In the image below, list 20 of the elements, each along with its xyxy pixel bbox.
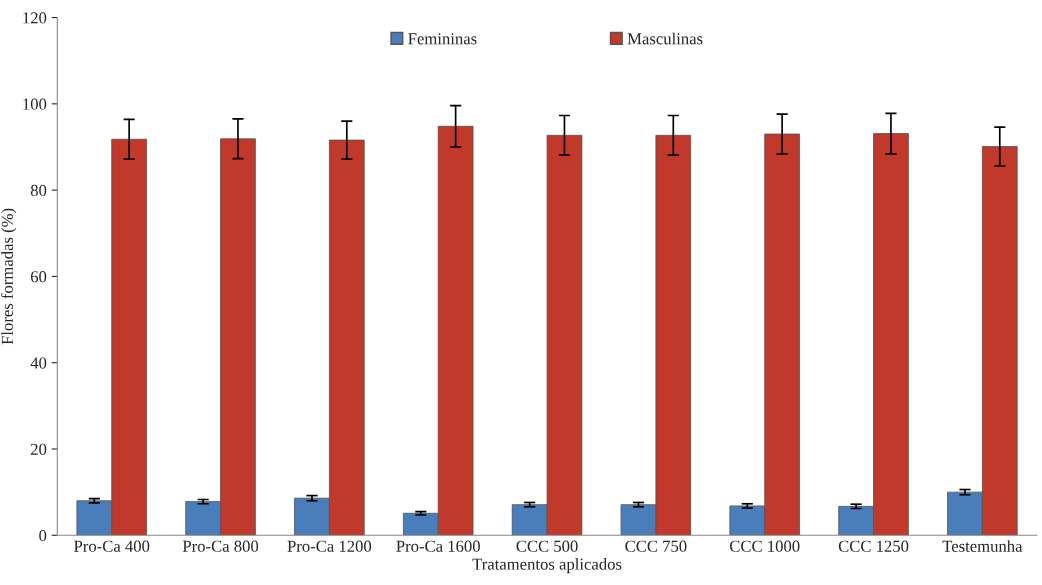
y-tick-label: 100 bbox=[23, 98, 47, 110]
x-axis-title: Tratamentos aplicados bbox=[472, 558, 622, 574]
y-tick-label: 0 bbox=[39, 529, 47, 542]
x-tick-label: Testemunha bbox=[942, 540, 1023, 552]
x-tick-label: CCC 1250 bbox=[838, 540, 909, 552]
legend-label: Masculinas bbox=[627, 32, 703, 45]
legend-label: Femininas bbox=[408, 33, 477, 45]
y-tick-label: 120 bbox=[23, 12, 47, 24]
x-tick-label: CCC 500 bbox=[516, 540, 578, 552]
x-tick-label: Pro-Ca 1200 bbox=[287, 540, 372, 552]
y-tick-label: 40 bbox=[30, 357, 47, 369]
y-axis-title: Flores formadas (%) bbox=[1, 208, 17, 345]
y-tick-label: 80 bbox=[30, 184, 47, 197]
x-tick-label: CCC 1000 bbox=[729, 540, 800, 552]
y-tick-label: 60 bbox=[30, 271, 47, 283]
y-tick-label: 20 bbox=[30, 443, 47, 455]
x-tick-label: CCC 750 bbox=[625, 540, 687, 552]
x-tick-label: Pro-Ca 400 bbox=[74, 540, 150, 552]
x-tick-label: Pro-Ca 1600 bbox=[396, 540, 480, 552]
x-tick-label: Pro-Ca 800 bbox=[182, 540, 259, 552]
